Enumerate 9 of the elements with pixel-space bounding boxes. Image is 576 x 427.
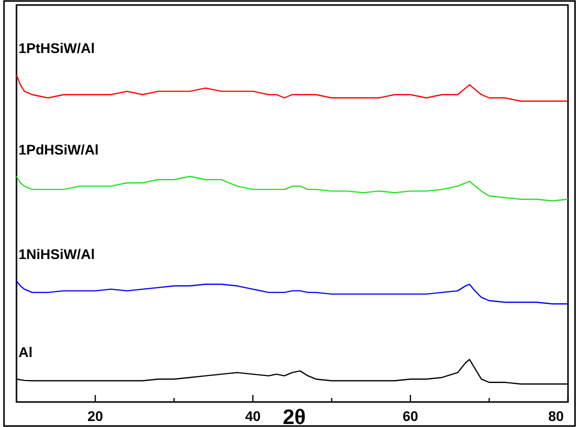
x-tick-label: 60 (402, 408, 418, 424)
series-label: Al (18, 344, 32, 360)
series-label: 1PtHSiW/Al (18, 40, 95, 56)
x-axis-title: 2θ (282, 406, 306, 427)
x-tick-label: 40 (245, 408, 261, 424)
series-label: 1NiHSiW/Al (18, 246, 95, 262)
series-label: 1PdHSiW/Al (18, 141, 99, 158)
x-tick-label: 80 (548, 408, 564, 424)
x-tick-label: 20 (87, 408, 104, 424)
